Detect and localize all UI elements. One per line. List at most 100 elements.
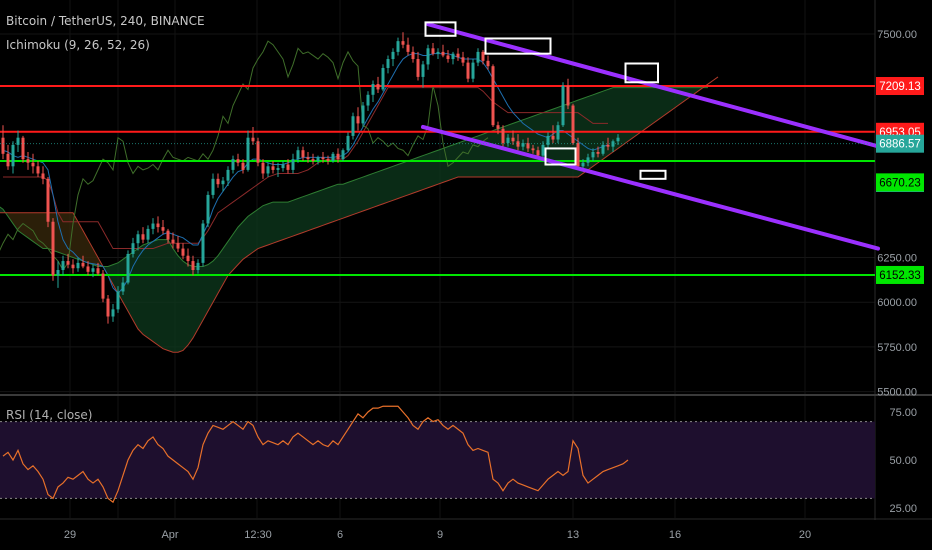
candle (91, 264, 95, 278)
candle (441, 44, 445, 58)
candle (276, 162, 280, 178)
price-axis-tick: 5750.00 (877, 342, 917, 354)
cloud-segment (203, 264, 208, 321)
cloud-segment (293, 198, 298, 237)
candle-body (386, 59, 390, 68)
candle-body (156, 223, 160, 228)
highlight-box (484, 37, 552, 55)
candle (156, 216, 160, 233)
candle (291, 153, 295, 174)
candle-body (451, 53, 455, 60)
candle-body (371, 84, 375, 95)
candle-body (31, 162, 35, 167)
cloud-segment (218, 248, 223, 294)
cloud-segment (458, 141, 463, 178)
cloud-segment (538, 112, 543, 178)
cloud-segment (63, 212, 68, 256)
candle (351, 112, 355, 140)
channel-upper-line (426, 22, 895, 153)
candle (161, 219, 165, 235)
cloud-segment (243, 216, 248, 260)
candle (561, 82, 565, 127)
cloud-segment (78, 221, 83, 262)
candle-body (51, 221, 55, 276)
candle-body (551, 135, 555, 140)
candle (481, 50, 485, 65)
cloud-segment (163, 239, 168, 351)
candle-body (401, 41, 405, 45)
channel-lower-line (421, 124, 880, 251)
candle-body (521, 143, 525, 147)
candle (586, 153, 590, 167)
candle-body (276, 168, 280, 170)
candle-body (256, 141, 260, 163)
cloud-segment (313, 191, 318, 229)
candle-body (406, 44, 410, 52)
cloud-segment (443, 146, 448, 183)
cloud-segment (383, 168, 388, 204)
candle-body (571, 105, 575, 144)
candle-body (496, 125, 500, 129)
cloud-segment (158, 239, 163, 349)
candle-body (11, 144, 15, 167)
candle-body (196, 262, 200, 271)
candle (196, 259, 200, 274)
cloud-segment (628, 87, 633, 142)
candle-body (251, 137, 255, 142)
candle (596, 146, 600, 158)
cloud-segment (228, 234, 233, 276)
candle (371, 80, 375, 102)
candle (51, 218, 55, 281)
candle-body (356, 116, 360, 124)
cloud-segment (28, 212, 33, 242)
cloud-segment (193, 266, 198, 338)
time-axis-tick: 16 (669, 529, 681, 541)
candle (341, 148, 345, 161)
candle-body (261, 162, 265, 174)
candle (6, 144, 10, 170)
candle (496, 121, 500, 135)
candle-body (586, 157, 590, 163)
price-axis-tick: 6000.00 (877, 297, 917, 309)
cloud-segment (18, 212, 23, 235)
candle-body (511, 137, 515, 142)
candle-body (171, 239, 175, 244)
candle (296, 146, 300, 163)
candle (111, 303, 115, 322)
cloud-segment (653, 87, 658, 124)
indicator-title: Ichimoku (9, 26, 52, 26) (6, 38, 150, 52)
candle (151, 218, 155, 235)
cloud-segment (438, 148, 443, 185)
candle-body (416, 59, 420, 77)
cloud-segment (318, 189, 323, 228)
candle (456, 48, 460, 61)
candle-body (36, 166, 40, 174)
candle-body (396, 41, 400, 52)
candle-body (516, 141, 520, 147)
candle-body (426, 48, 430, 65)
candle (116, 286, 120, 313)
time-axis-tick: 6 (337, 529, 343, 541)
cloud-segment (208, 261, 213, 312)
candle-body (71, 264, 75, 269)
cloud-segment (413, 157, 418, 194)
candle (16, 130, 20, 153)
candle (31, 153, 35, 174)
candle-body (476, 51, 480, 63)
candle-body (186, 255, 190, 262)
candle (101, 270, 105, 303)
support-price-label-box (876, 265, 924, 284)
candle (556, 121, 560, 144)
cloud-segment (33, 212, 38, 245)
candle-body (616, 137, 620, 142)
cloud-segment (323, 187, 328, 226)
candle-body (161, 227, 165, 231)
candle-body (556, 125, 560, 140)
candle (391, 48, 395, 67)
kijun-sen-line (3, 87, 608, 250)
candle-body (116, 291, 120, 310)
candle (361, 101, 365, 127)
cloud-segment (223, 241, 228, 285)
candle (126, 250, 130, 285)
